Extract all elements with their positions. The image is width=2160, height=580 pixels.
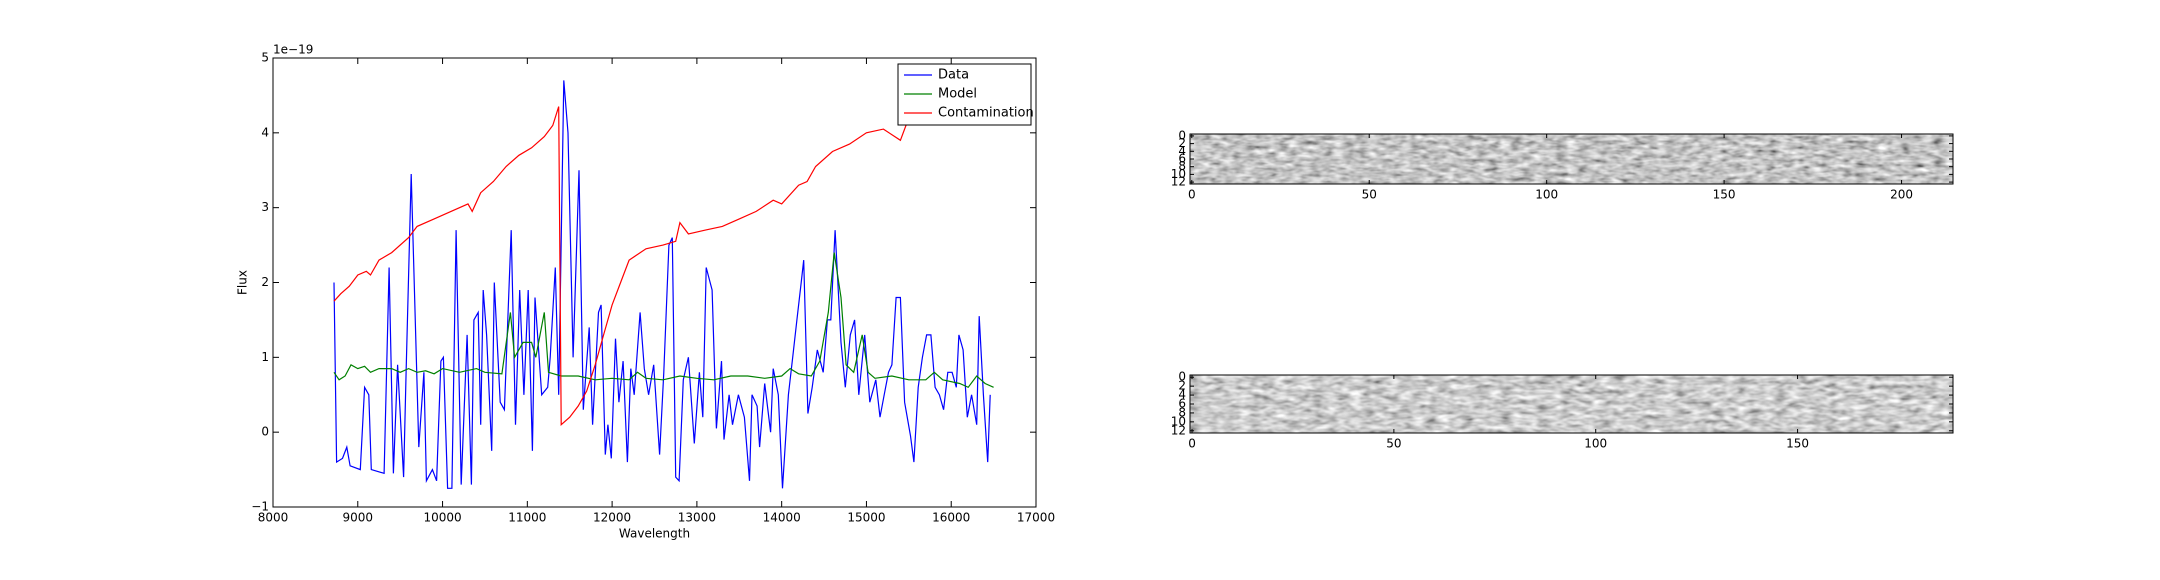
x-tick-label: 200: [1890, 188, 1913, 202]
x-tick-label: 14000: [763, 511, 801, 525]
legend-label: Contamination: [938, 106, 1034, 121]
x-tick-label: 50: [1386, 437, 1401, 451]
y-tick-label: 6: [1178, 152, 1186, 166]
x-tick-label: 15000: [847, 511, 885, 525]
x-tick-label: 8000: [258, 511, 289, 525]
y-tick-label: 10: [1171, 414, 1186, 428]
y-tick-label: 5: [261, 51, 269, 65]
y-tick-label: 2: [261, 275, 269, 289]
x-tick-label: 11000: [508, 511, 546, 525]
y-tick-label: 10: [1171, 167, 1186, 181]
plot-area: [333, 80, 994, 489]
y-tick-label: 6: [1178, 397, 1186, 411]
x-tick-label: 9000: [343, 511, 374, 525]
y-tick-label: 4: [1178, 388, 1186, 402]
series-line: [333, 252, 994, 389]
x-tick-label: 10000: [423, 511, 461, 525]
x-tick-label: 0: [1188, 188, 1196, 202]
y-axis-label: Flux: [236, 270, 250, 295]
y-tick-label: 0: [261, 425, 269, 439]
y-tick-label: 4: [1178, 144, 1186, 158]
y-tick-label: −1: [251, 500, 269, 514]
image: [1190, 375, 1953, 433]
x-tick-label: 13000: [678, 511, 716, 525]
y-tick-label: 12: [1171, 175, 1186, 189]
y-tick-label: 3: [261, 200, 269, 214]
y-tick-label: 4: [261, 125, 269, 139]
y-tick-label: 12: [1171, 423, 1186, 437]
x-tick-label: 100: [1535, 188, 1558, 202]
x-axis-label: Wavelength: [619, 527, 690, 541]
x-tick-label: 150: [1713, 188, 1736, 202]
x-tick-label: 100: [1584, 437, 1607, 451]
y-tick-label: 2: [1178, 136, 1186, 150]
x-tick-label: 17000: [1017, 511, 1055, 525]
series-line: [333, 80, 991, 489]
image: [1190, 134, 1953, 184]
y-tick-label: 8: [1178, 405, 1186, 419]
y-tick-label: 8: [1178, 159, 1186, 173]
legend-label: Data: [938, 68, 969, 83]
offset-text: 1e−19: [273, 43, 313, 57]
y-tick-label: 2: [1178, 379, 1186, 393]
y-tick-label: 0: [1178, 370, 1186, 384]
x-tick-label: 50: [1362, 188, 1377, 202]
x-tick-label: 150: [1786, 437, 1809, 451]
legend-label: Model: [938, 87, 977, 102]
x-tick-label: 16000: [932, 511, 970, 525]
series-line: [333, 102, 918, 427]
x-tick-label: 0: [1188, 437, 1196, 451]
y-tick-label: 1: [261, 350, 269, 364]
x-tick-label: 12000: [593, 511, 631, 525]
y-tick-label: 0: [1178, 128, 1186, 142]
